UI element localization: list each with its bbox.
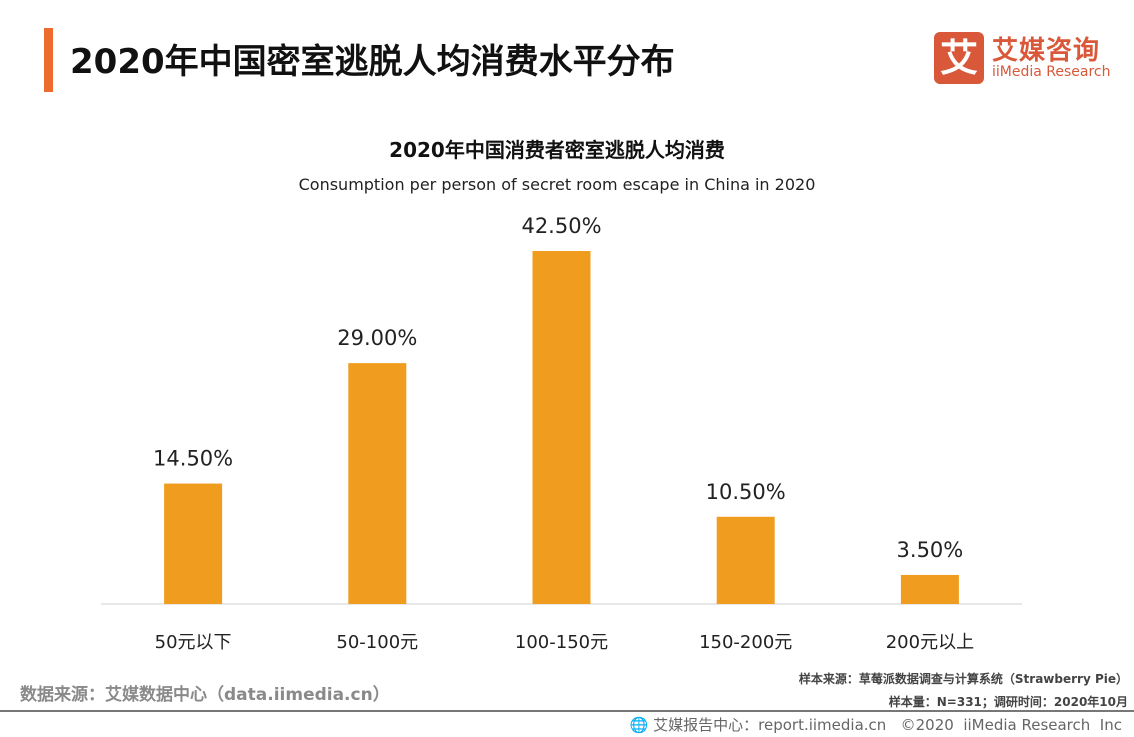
footer: 🌐 艾媒报告中心：report.iimedia.cn ©2020 iiMedia… [630,714,1122,735]
chart-title: 2020年中国消费者密室逃脱人均消费 [389,138,725,162]
bar [716,516,775,604]
globe-icon: 🌐 [629,716,649,734]
sample-source: 样本来源：草莓派数据调查与计算系统（Strawberry Pie） [798,672,1128,686]
x-tick-label: 150-200元 [699,632,792,653]
bar [532,251,591,604]
x-tick-label: 50-100元 [336,632,418,653]
bar [164,483,223,604]
data-label: 29.00% [337,326,417,350]
data-label: 14.50% [153,447,233,471]
x-tick-label: 100-150元 [515,632,608,653]
data-source: 数据来源：艾媒数据中心（data.iimedia.cn） [20,685,390,705]
footer-divider [0,710,1134,712]
chart-subtitle: Consumption per person of secret room es… [298,175,816,194]
page-title: 2020年中国密室逃脱人均消费水平分布 [70,42,675,82]
sample-info: 样本量：N=331；调研时间：2020年10月 [888,695,1128,709]
logo-en: iiMedia Research [992,64,1111,80]
data-label: 10.50% [706,480,786,504]
data-label: 42.50% [521,214,601,238]
title-accent-bar [44,28,53,92]
logo-cn: 艾媒咨询 [992,36,1101,66]
bar [348,363,407,604]
iimedia-logo: 艾 艾媒咨询 iiMedia Research [934,32,1111,86]
footer-text: 艾媒报告中心：report.iimedia.cn ©2020 iiMedia R… [653,716,1122,734]
bar [900,574,959,604]
logo-mark: 艾 [934,32,984,84]
x-tick-label: 200元以上 [886,632,974,653]
x-tick-label: 50元以下 [155,632,232,653]
data-label: 3.50% [897,538,964,562]
